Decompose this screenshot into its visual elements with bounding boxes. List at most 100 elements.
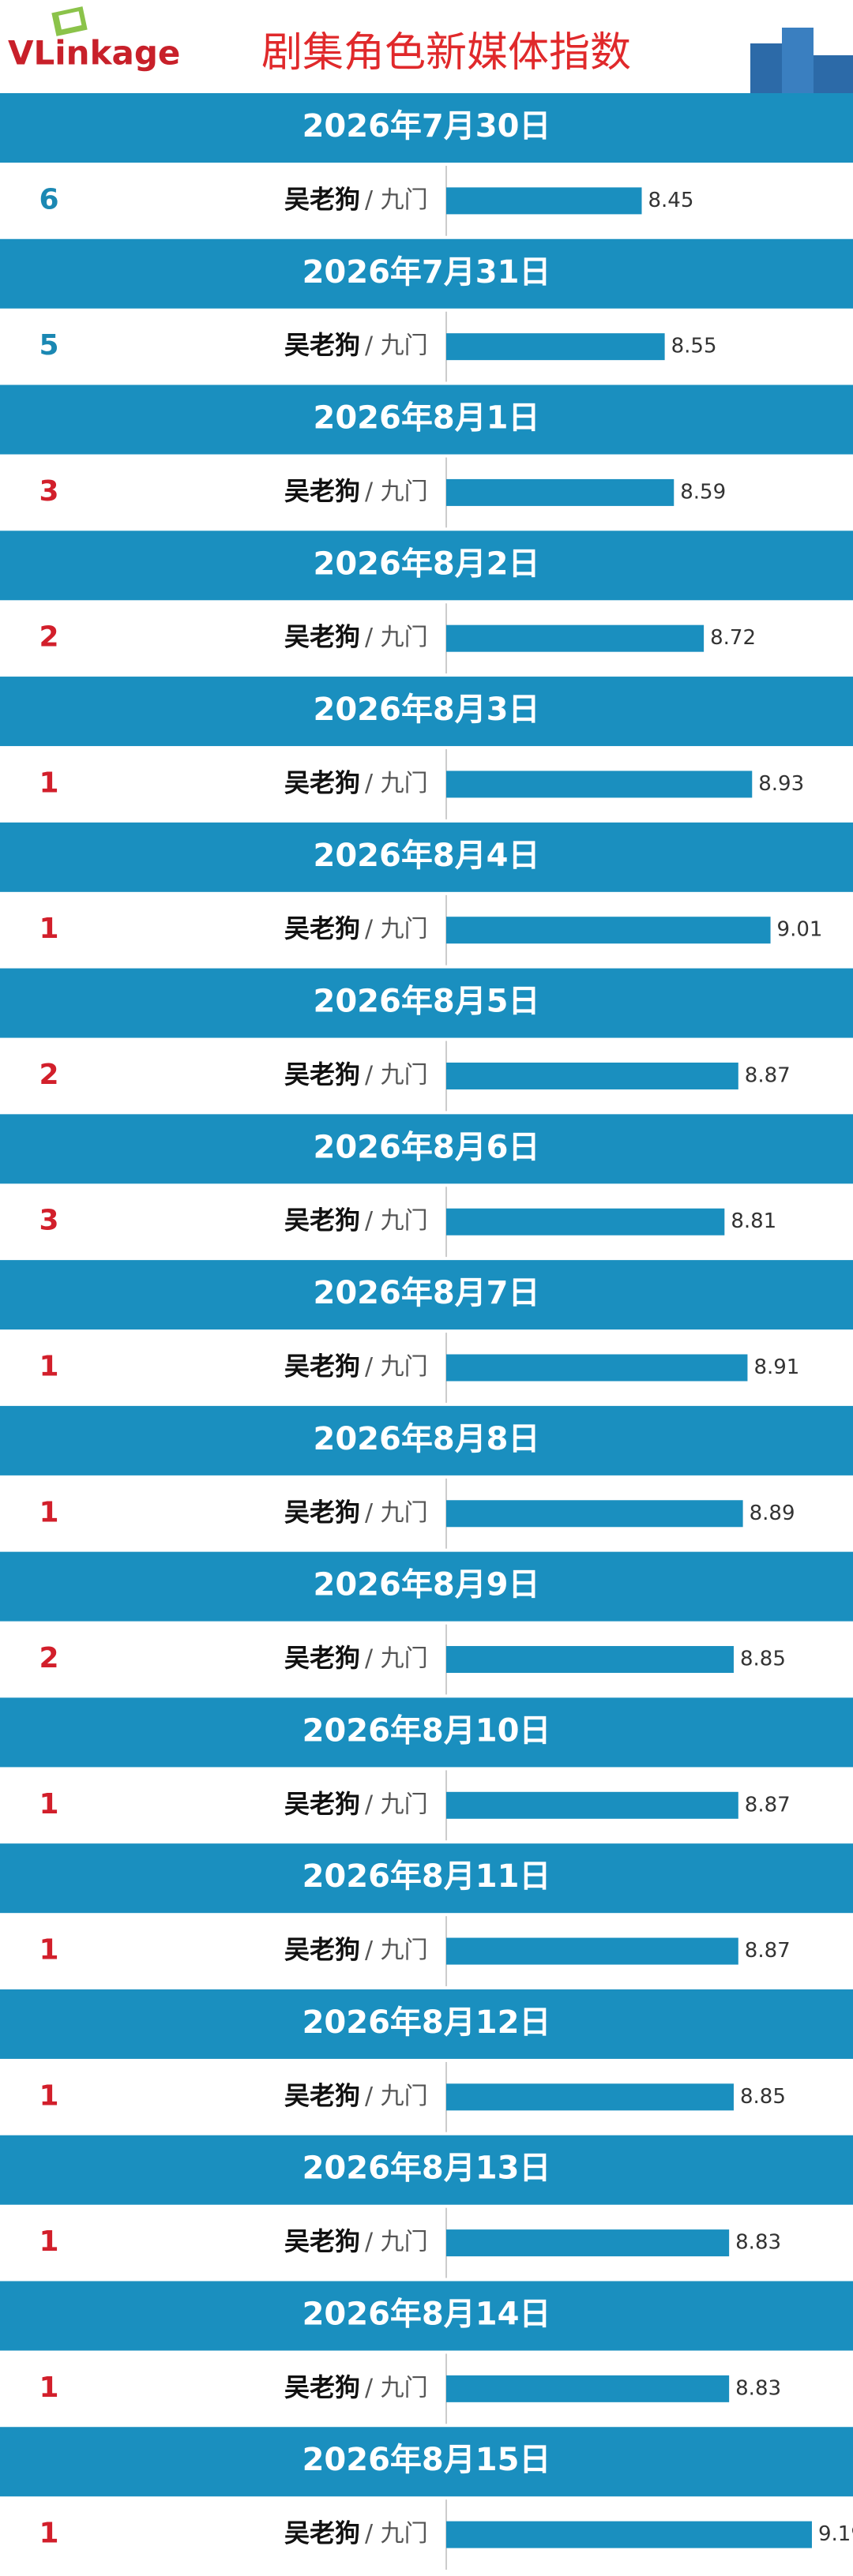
rank: 1 [39,2518,58,2550]
drama-name: / 九门 [365,1061,428,1089]
date-band [0,677,853,747]
value-label: 8.45 [648,189,694,212]
date-label: 2026年8月5日 [314,984,540,1020]
date-label: 2026年8月15日 [302,2442,551,2478]
date-label: 2026年8月9日 [314,1567,540,1603]
date-label: 2026年8月12日 [302,2004,551,2041]
bar [446,1646,734,1674]
date-label: 2026年8月7日 [314,1275,540,1311]
date-band [0,1260,853,1330]
value-label: 8.85 [740,2085,786,2109]
date-band [0,1989,853,2059]
value-label: 8.59 [680,480,726,504]
drama-name: / 九门 [365,770,428,797]
podium-1 [782,28,814,93]
date-band [0,1697,853,1768]
character-name: 吴老狗 [284,622,360,652]
value-label: 8.83 [735,2376,781,2400]
rank: 1 [39,2372,58,2404]
date-band [0,968,853,1038]
value-label: 8.72 [710,626,756,650]
bar [446,478,675,506]
character-name: 吴老狗 [284,1059,360,1089]
character-name: 吴老狗 [284,184,360,214]
value-label: 8.83 [735,2231,781,2255]
rank: 3 [39,475,58,508]
rank: 2 [39,1642,58,1674]
logo-icon-inner [58,11,82,30]
bar [446,1500,743,1528]
date-label: 2026年8月11日 [302,1858,551,1895]
date-label: 2026年8月8日 [314,1421,540,1457]
value-label: 8.87 [745,1939,791,1963]
character-name: 吴老狗 [284,2518,360,2548]
rank: 1 [39,1351,58,1383]
date-label: 2026年8月4日 [314,838,540,874]
rank: 1 [39,1934,58,1967]
date-label: 2026年8月13日 [302,2150,551,2187]
bar [446,1791,738,1819]
bar [446,333,665,361]
value-label: 8.81 [731,1209,776,1233]
bar [446,1208,725,1236]
date-band [0,531,853,601]
drama-name: / 九门 [365,2083,428,2110]
bar [446,2375,730,2402]
date-label: 2026年7月31日 [302,254,551,291]
drama-name: / 九门 [365,916,428,943]
character-name: 吴老狗 [284,2080,360,2110]
rank: 3 [39,1205,58,1237]
podium-2 [750,43,782,93]
date-label: 2026年8月2日 [314,546,540,582]
date-band [0,1551,853,1622]
drama-name: / 九门 [365,1499,428,1527]
rank: 5 [39,329,58,362]
date-band [0,1114,853,1184]
bar [446,2083,734,2111]
date-label: 2026年8月10日 [302,1712,551,1749]
character-name: 吴老狗 [284,1352,360,1382]
rank: 2 [39,1059,58,1091]
date-band [0,1843,853,1914]
date-label: 2026年7月30日 [302,108,551,144]
value-label: 8.85 [740,1648,786,1671]
drama-name: / 九门 [365,478,428,505]
bar [446,771,753,798]
rank: 1 [39,1788,58,1820]
bar [446,2229,730,2257]
bar [446,1937,738,1965]
rank: 6 [39,183,58,216]
character-name: 吴老狗 [284,1643,360,1673]
date-band [0,822,853,892]
drama-name: / 九门 [365,1645,428,1673]
date-label: 2026年8月14日 [302,2296,551,2332]
date-label: 2026年8月3日 [314,692,540,728]
date-band [0,238,853,309]
bar [446,1062,738,1089]
drama-name: / 九门 [365,1937,428,1964]
bar [446,917,771,944]
header-bg [0,0,853,93]
date-band [0,2281,853,2351]
date-band [0,2427,853,2497]
header-title: 剧集角色新媒体指数 [261,29,631,77]
podium-3 [814,55,853,93]
character-name: 吴老狗 [284,330,360,360]
bar [446,1354,748,1382]
bar [446,187,642,215]
rank: 1 [39,913,58,945]
date-band [0,93,853,163]
date-band [0,384,853,455]
value-label: 8.87 [745,1063,791,1087]
rank: 1 [39,1496,58,1528]
value-label: 8.89 [750,1502,795,1525]
value-label: 8.93 [758,772,804,796]
character-name: 吴老狗 [284,913,360,943]
value-label: 9.01 [777,918,823,942]
drama-name: / 九门 [365,2229,428,2256]
rank: 1 [39,767,58,799]
character-name: 吴老狗 [284,476,360,506]
drama-name: / 九门 [365,332,428,360]
